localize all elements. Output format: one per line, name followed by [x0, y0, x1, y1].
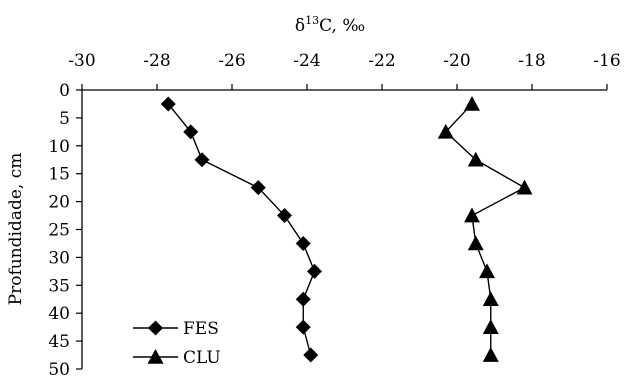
legend: FES CLU [133, 319, 221, 368]
legend-marker [147, 349, 164, 364]
y-tick-label: 10 [48, 137, 70, 157]
axes [76, 84, 608, 370]
data-point-clu [516, 179, 533, 195]
legend-marker [148, 320, 163, 336]
x-tick-label: -22 [368, 51, 395, 71]
data-point-fes [250, 180, 266, 196]
y-axis-title: Profundidade, cm [6, 153, 26, 306]
x-axis-title: δ13C, ‰ [295, 14, 365, 36]
data-point-fes [194, 152, 210, 168]
data-point-clu [464, 95, 480, 111]
data-point-clu [464, 207, 480, 223]
legend-item-clu: CLU [133, 348, 221, 368]
x-tick-label: -18 [518, 51, 545, 71]
data-point-clu [467, 235, 484, 251]
data-point-clu [479, 263, 495, 279]
legend-label: CLU [183, 348, 221, 368]
series-line-clu [444, 103, 526, 356]
series-layer [160, 95, 533, 363]
y-tick-label: 50 [48, 360, 70, 380]
series-fes [160, 96, 322, 363]
y-tick-label: 40 [48, 304, 70, 324]
legend-label: FES [183, 319, 219, 339]
data-point-fes [160, 96, 176, 112]
data-point-clu [437, 123, 454, 139]
y-tick-label: 30 [48, 248, 70, 268]
y-tick-label: 5 [59, 109, 70, 129]
data-point-fes [303, 347, 319, 363]
data-point-clu [482, 319, 499, 334]
x-tick-label: -26 [218, 51, 245, 71]
x-tick-label: -24 [293, 51, 320, 71]
legend-item-fes: FES [133, 319, 219, 339]
data-point-fes [307, 263, 322, 279]
data-point-fes [295, 291, 311, 307]
series-clu [437, 95, 533, 362]
x-tick-label: -16 [593, 51, 620, 71]
y-tick-label: 20 [48, 193, 70, 213]
data-point-clu [482, 347, 499, 362]
y-tick-label: 25 [48, 221, 70, 241]
data-point-fes [295, 319, 311, 335]
y-tick-label: 45 [48, 332, 70, 352]
x-tick-label: -28 [143, 51, 170, 71]
y-tick-label: 15 [48, 165, 70, 185]
data-point-fes [183, 124, 199, 140]
y-tick-label: 0 [59, 81, 70, 101]
x-tick-labels: -30 -28 -26 -24 -22 -20 -18 -16 [68, 51, 620, 71]
data-point-fes [295, 235, 311, 251]
data-point-clu [482, 291, 499, 307]
series-line-fes [167, 103, 316, 356]
y-tick-labels: 0 5 10 15 20 25 30 35 40 45 50 [48, 81, 70, 380]
x-tick-label: -30 [68, 51, 95, 71]
data-point-clu [467, 151, 484, 167]
data-point-fes [277, 208, 292, 224]
y-tick-label: 35 [48, 276, 70, 296]
x-tick-label: -20 [443, 51, 470, 71]
